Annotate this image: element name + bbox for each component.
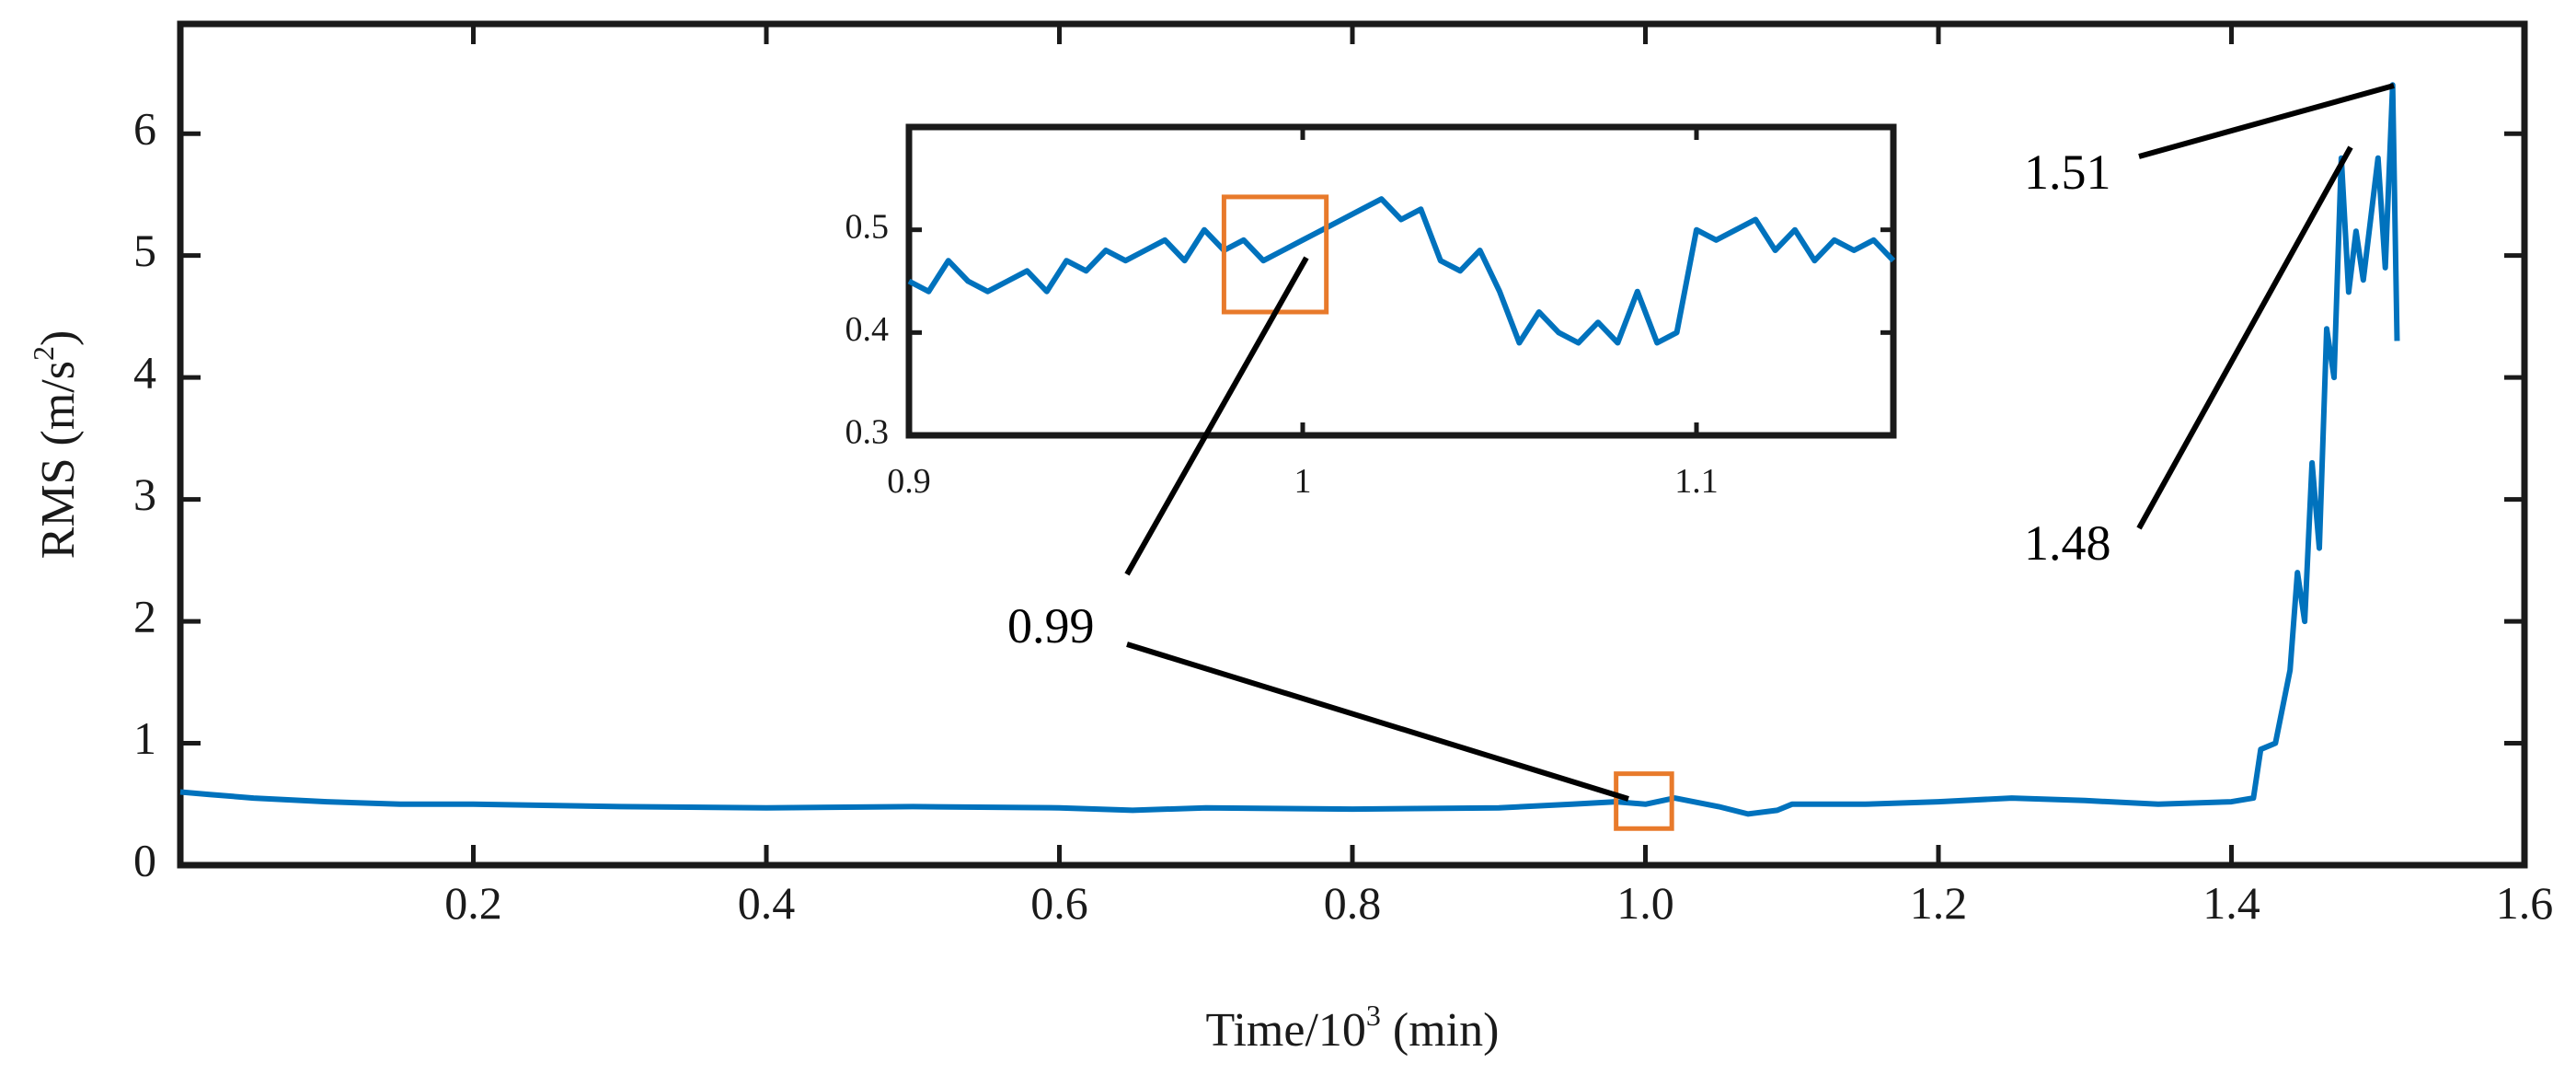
annotation-099-leader-to-inset xyxy=(1124,256,1309,576)
inset-y-tick-label: 0.3 xyxy=(845,413,890,452)
y-axis-title-suffix: ) xyxy=(32,330,85,346)
y-axis-title-sup: 2 xyxy=(27,346,60,361)
inset-y-tick-label: 0.4 xyxy=(845,310,890,349)
y-axis-title: RMS (m/s2) xyxy=(27,330,85,560)
main-x-tick-label: 0.8 xyxy=(1324,877,1382,929)
main-x-tick-label: 0.6 xyxy=(1030,877,1088,929)
y-axis-title-text: RMS (m/s xyxy=(32,361,85,559)
main-x-tick-label: 1.6 xyxy=(2496,877,2554,929)
inset-x-tick-labels: 0.9 1 1.1 xyxy=(887,462,1719,501)
main-x-tick-label: 0.2 xyxy=(444,877,502,929)
inset-x-tick-label: 0.9 xyxy=(887,462,931,501)
main-y-tick-label: 0 xyxy=(133,834,156,885)
main-x-tick-label: 0.4 xyxy=(738,877,796,929)
x-axis-title-text: Time/10 xyxy=(1206,1004,1366,1057)
main-x-tick-label: 1.0 xyxy=(1616,877,1674,929)
main-y-tick-label: 3 xyxy=(133,468,156,520)
main-tick-marks xyxy=(180,24,2527,868)
inset-tick-marks xyxy=(906,127,1893,438)
main-x-tick-label: 1.4 xyxy=(2202,877,2260,929)
main-y-tick-label: 4 xyxy=(133,347,156,399)
inset-y-tick-labels: 0.3 0.4 0.5 xyxy=(845,207,890,451)
x-axis-title-sup: 3 xyxy=(1366,999,1381,1032)
inset-x-tick-label: 1 xyxy=(1294,462,1312,501)
rms-inset-series-line xyxy=(907,196,1896,346)
main-x-tick-labels: 0.2 0.4 0.6 0.8 1.0 1.2 1.4 1.6 xyxy=(444,877,2553,929)
main-y-tick-label: 6 xyxy=(133,103,156,155)
inset-y-tick-label: 0.5 xyxy=(845,207,890,246)
annotation-148-leader xyxy=(2136,145,2353,530)
main-y-tick-label: 1 xyxy=(133,712,156,764)
inset-x-tick-label: 1.1 xyxy=(1674,462,1719,501)
x-axis-title-suffix: (min) xyxy=(1381,1004,1500,1057)
annotation-label-151: 1.51 xyxy=(2024,144,2111,200)
annotation-151-leader xyxy=(2138,83,2395,159)
main-x-tick-label: 1.2 xyxy=(1910,877,1968,929)
annotation-label-099: 0.99 xyxy=(1007,598,1095,653)
x-axis-title: Time/103 (min) xyxy=(1206,999,1500,1057)
annotation-099-leader-to-main xyxy=(1126,642,1629,802)
main-y-tick-label: 2 xyxy=(133,591,156,642)
annotation-label-148: 1.48 xyxy=(2024,515,2111,571)
main-y-tick-label: 5 xyxy=(133,225,156,276)
inset-background xyxy=(909,127,1893,435)
rms-series-line xyxy=(179,82,2400,817)
main-zoom-highlight-box xyxy=(1614,771,1674,831)
main-y-tick-labels: 0 1 2 3 4 5 6 xyxy=(133,103,156,886)
